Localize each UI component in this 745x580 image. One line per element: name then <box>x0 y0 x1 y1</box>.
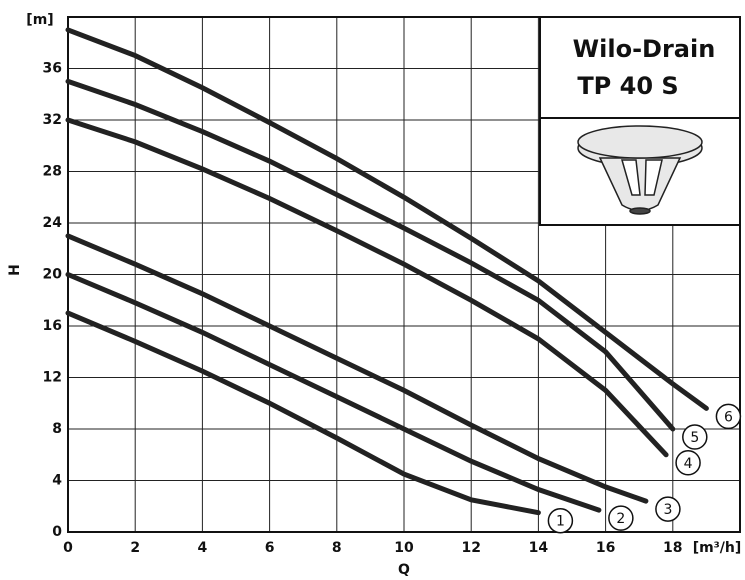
legend-label: 3 <box>663 502 672 518</box>
y-tick-label: 20 <box>43 267 63 283</box>
y-axis-label: H <box>7 264 23 276</box>
x-tick-label: 12 <box>461 540 480 556</box>
curve <box>68 275 599 511</box>
x-tick-label: 4 <box>198 540 208 556</box>
chart-title: Wilo-Drain <box>573 35 716 63</box>
curve <box>68 236 646 501</box>
y-unit: [m] <box>26 12 53 28</box>
y-tick-label: 32 <box>43 112 62 128</box>
legend-label: 1 <box>556 514 565 530</box>
y-tick-label: 36 <box>43 61 62 77</box>
y-tick-label: 28 <box>43 164 62 180</box>
x-tick-label: 18 <box>663 540 682 556</box>
x-tick-label: 16 <box>596 540 615 556</box>
page: {"chart_data": {"type": "line", "title":… <box>0 0 745 580</box>
y-tick-label: 12 <box>43 370 62 386</box>
legend-label: 6 <box>724 409 733 425</box>
x-tick-label: 2 <box>130 540 140 556</box>
legend-label: 2 <box>616 511 625 527</box>
x-tick-label: 10 <box>394 540 414 556</box>
y-tick-label: 16 <box>43 318 62 334</box>
chart-subtitle: TP 40 S <box>577 72 678 100</box>
legend-label: 5 <box>690 430 699 446</box>
x-tick-label: 14 <box>529 540 549 556</box>
x-tick-label: 8 <box>332 540 342 556</box>
x-tick-label: 0 <box>63 540 73 556</box>
pump-outlet <box>630 208 650 214</box>
legend-label: 4 <box>684 456 693 472</box>
y-tick-label: 8 <box>52 421 62 437</box>
y-tick-label: 4 <box>52 473 62 489</box>
y-tick-label: 24 <box>43 215 63 231</box>
chart: [m] H Q [m³/h] 0481216202428323602468101… <box>0 0 745 580</box>
x-unit: [m³/h] <box>693 540 742 556</box>
x-axis-label: Q <box>398 562 410 578</box>
x-tick-label: 6 <box>265 540 275 556</box>
pump-flange-top <box>578 126 702 158</box>
y-tick-label: 0 <box>52 524 62 540</box>
